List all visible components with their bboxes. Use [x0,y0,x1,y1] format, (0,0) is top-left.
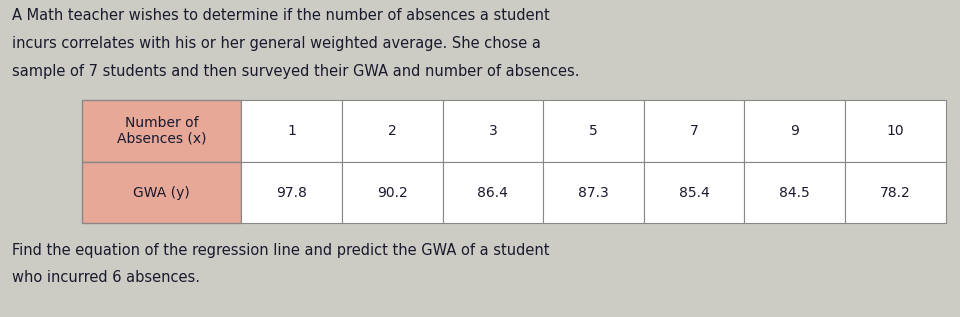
Bar [82,162,242,223]
Text: incurs correlates with his or her general weighted average. She chose a: incurs correlates with his or her genera… [12,36,540,51]
Bar [644,100,744,162]
Text: 86.4: 86.4 [477,185,509,200]
Text: 10: 10 [886,124,904,138]
Bar [82,100,242,162]
Bar [845,100,946,162]
Text: 97.8: 97.8 [276,185,307,200]
Bar [242,100,342,162]
Text: 87.3: 87.3 [578,185,609,200]
Text: 85.4: 85.4 [679,185,709,200]
Text: Absences (x): Absences (x) [117,132,206,146]
Text: GWA (y): GWA (y) [133,185,190,200]
Bar [744,100,845,162]
Text: Number of: Number of [125,116,199,130]
Bar [443,162,543,223]
Text: 2: 2 [388,124,396,138]
Text: 3: 3 [489,124,497,138]
Bar [342,162,443,223]
Bar [845,162,946,223]
Bar [543,162,644,223]
Text: sample of 7 students and then surveyed their GWA and number of absences.: sample of 7 students and then surveyed t… [12,64,579,79]
Bar [543,100,644,162]
Text: 78.2: 78.2 [880,185,911,200]
Bar [744,162,845,223]
Bar [242,162,342,223]
Text: 1: 1 [287,124,297,138]
Text: Find the equation of the regression line and predict the GWA of a student: Find the equation of the regression line… [12,243,549,257]
Text: 84.5: 84.5 [780,185,810,200]
Text: A Math teacher wishes to determine if the number of absences a student: A Math teacher wishes to determine if th… [12,8,549,23]
Text: 5: 5 [589,124,598,138]
Bar [342,100,443,162]
Text: 9: 9 [790,124,799,138]
Bar [644,162,744,223]
Text: who incurred 6 absences.: who incurred 6 absences. [12,270,200,285]
Text: 90.2: 90.2 [377,185,408,200]
Bar [443,100,543,162]
Text: 7: 7 [689,124,699,138]
